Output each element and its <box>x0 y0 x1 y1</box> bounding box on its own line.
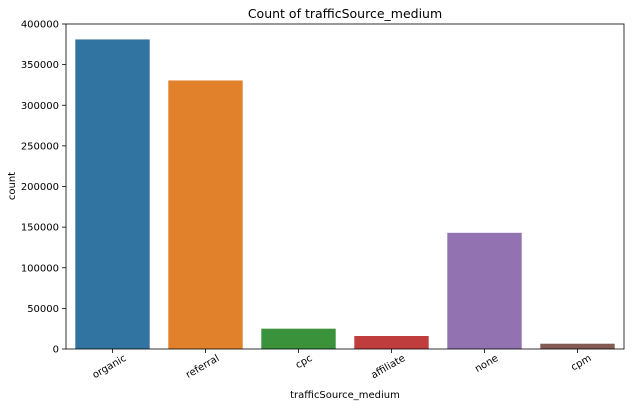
x-tick-label-cpm: cpm <box>569 353 593 373</box>
plot-area: 0 50000 100000 150000 200000 250000 300000 3500… <box>21 20 625 381</box>
y-tick-label: 400000 <box>21 20 59 31</box>
x-tick-label-affiliate: affiliate <box>369 353 407 381</box>
chart-title: Count of trafficSource_medium <box>248 6 442 21</box>
bar-organic <box>75 39 150 349</box>
y-tick-label: 300000 <box>21 101 59 112</box>
bar-referral <box>168 80 243 349</box>
y-tick-label: 100000 <box>21 263 59 274</box>
y-tick-label: 150000 <box>21 223 59 234</box>
bar-cpc <box>261 328 336 349</box>
y-axis-label: count <box>7 172 18 200</box>
x-tick-label-none: none <box>473 353 500 375</box>
bar-cpm <box>540 343 615 349</box>
x-tick-label-organic: organic <box>91 353 129 381</box>
y-tick-label: 200000 <box>21 182 59 193</box>
bar-affiliate <box>354 336 429 349</box>
x-tick-label-referral: referral <box>184 353 221 381</box>
x-axis-label: trafficSource_medium <box>290 390 400 401</box>
y-tick-label: 250000 <box>21 141 59 152</box>
y-tick-label: 50000 <box>27 304 59 315</box>
x-tick-label-cpc: cpc <box>294 353 315 371</box>
bar-none <box>447 232 522 349</box>
y-tick-label: 0 <box>53 345 59 356</box>
y-tick-label: 350000 <box>21 60 59 71</box>
